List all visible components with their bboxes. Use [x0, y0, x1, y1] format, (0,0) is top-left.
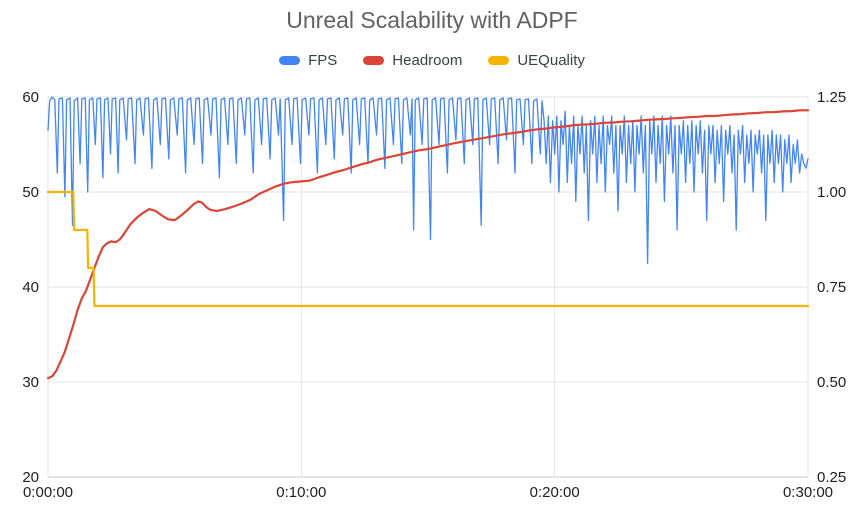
right-axis-tick-label: 1.00	[817, 184, 846, 201]
chart-legend: FPS Headroom UEQuality	[0, 52, 864, 69]
legend-swatch-uequality	[488, 56, 510, 65]
x-axis-tick-label: 0:00:00	[23, 484, 73, 501]
right-axis-tick-label: 0.75	[817, 279, 846, 296]
x-axis-tick-label: 0:30:00	[783, 484, 833, 501]
left-axis-tick-label: 60	[22, 89, 39, 106]
left-axis-tick-label: 30	[22, 374, 39, 391]
series-line-fps	[47, 96, 809, 264]
legend-label-fps: FPS	[308, 52, 338, 69]
right-axis-tick-label: 0.25	[817, 469, 846, 486]
legend-swatch-fps	[279, 56, 301, 65]
legend-item-headroom[interactable]: Headroom	[363, 52, 462, 69]
legend-item-fps[interactable]: FPS	[279, 52, 337, 69]
series-line-uequality	[46, 190, 810, 308]
series-line-headroom	[46, 109, 810, 380]
right-axis-tick-label: 1.25	[817, 89, 846, 106]
legend-item-uequality[interactable]: UEQuality	[488, 52, 585, 69]
left-axis-tick-label: 40	[22, 279, 39, 296]
left-axis-tick-label: 20	[22, 469, 39, 486]
x-axis-tick-label: 0:10:00	[276, 484, 326, 501]
chart-title: Unreal Scalability with ADPF	[286, 7, 578, 33]
legend-label-headroom: Headroom	[392, 52, 463, 69]
x-axis-tick-label: 0:20:00	[530, 484, 580, 501]
right-axis-tick-label: 0.50	[817, 374, 846, 391]
legend-swatch-headroom	[363, 56, 385, 65]
legend-label-uequality: UEQuality	[517, 52, 585, 69]
left-axis-tick-label: 50	[22, 184, 39, 201]
